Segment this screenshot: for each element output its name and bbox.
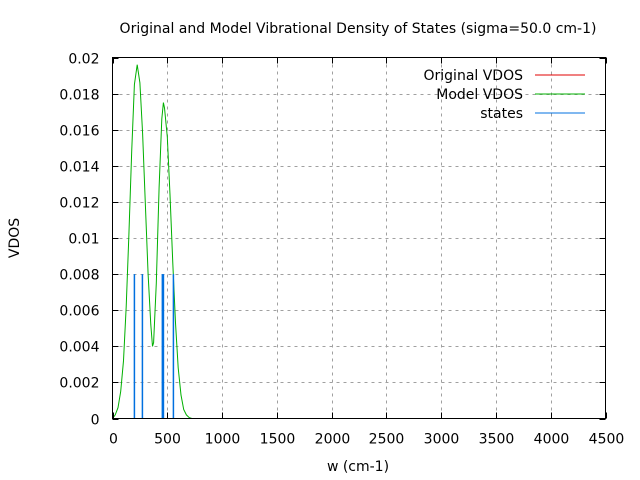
x-tick-label: 1000 bbox=[205, 432, 241, 448]
x-axis-label: w (cm-1) bbox=[327, 459, 389, 475]
y-tick-label: 0.004 bbox=[59, 340, 99, 356]
y-tick-label: 0.012 bbox=[59, 196, 99, 212]
y-tick-label: 0.016 bbox=[59, 124, 99, 140]
y-axis-label: VDOS bbox=[7, 218, 23, 258]
x-tick-label: 1500 bbox=[260, 432, 296, 448]
x-tick-label: 2500 bbox=[369, 432, 405, 448]
legend-label: Original VDOS bbox=[424, 68, 524, 84]
y-tick-label: 0.006 bbox=[59, 304, 99, 320]
series-layer bbox=[112, 64, 195, 419]
y-tick-label: 0 bbox=[91, 413, 100, 429]
grid bbox=[112, 57, 606, 419]
x-tick-label: 3500 bbox=[479, 432, 515, 448]
ticks: 0 500 1000 1500 2000 2500 3000 3500 4000 4500 0 0.0… bbox=[59, 52, 624, 448]
x-tick-label: 4000 bbox=[534, 432, 570, 448]
y-tick-label: 0.018 bbox=[59, 88, 99, 104]
y-tick-label: 0.014 bbox=[59, 160, 99, 176]
legend: Original VDOS Model VDOS states bbox=[424, 68, 585, 122]
chart-title: Original and Model Vibrational Density o… bbox=[120, 21, 597, 37]
legend-label: Model VDOS bbox=[436, 87, 523, 103]
x-tick-label: 0 bbox=[109, 432, 118, 448]
x-tick-label: 500 bbox=[154, 432, 181, 448]
y-tick-label: 0.01 bbox=[68, 232, 99, 248]
x-tick-label: 2000 bbox=[315, 432, 351, 448]
y-tick-label: 0.002 bbox=[59, 376, 99, 392]
x-tick-label: 3000 bbox=[424, 432, 460, 448]
x-tick-label: 4500 bbox=[589, 432, 625, 448]
series-line-model-vdos bbox=[112, 64, 195, 419]
legend-label: states bbox=[480, 106, 523, 122]
y-tick-label: 0.008 bbox=[59, 268, 99, 284]
y-tick-label: 0.02 bbox=[68, 52, 99, 68]
